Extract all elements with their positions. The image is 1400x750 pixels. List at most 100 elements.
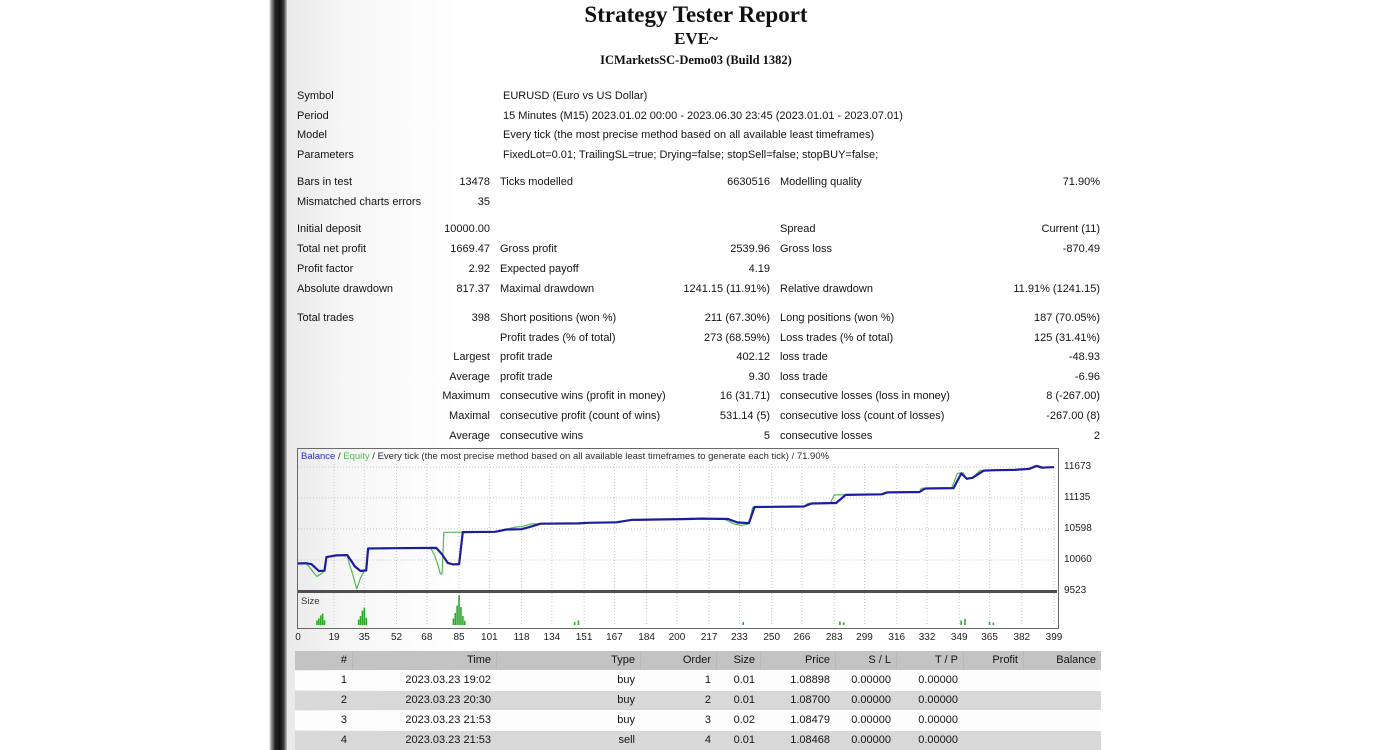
stats-row: Absolute drawdown 817.37 Maximal drawdown 1… (290, 282, 1115, 297)
info-label: Period (297, 110, 329, 122)
table-cell: buy (617, 714, 635, 726)
table-header-cell: Price (760, 651, 835, 670)
stat-value: 35 (477, 196, 490, 208)
stat-label: Long positions (won %) (780, 312, 895, 324)
table-cell (1023, 711, 1101, 730)
stat-value: 71.90% (1062, 176, 1100, 188)
x-axis-tick-label: 349 (950, 632, 968, 643)
table-cell: 1 (704, 674, 711, 686)
stats-row: Total trades 398 Short positions (won %) 21… (290, 311, 1115, 326)
x-axis-tick-label: 85 (453, 632, 465, 643)
info-label: Parameters (297, 149, 354, 161)
table-cell: 1.08468 (790, 734, 830, 746)
table-cell: 2 (340, 694, 347, 706)
size-bar (361, 610, 364, 625)
stat-value: 817.37 (456, 283, 490, 295)
y-axis-tick-label: 11135 (1064, 492, 1091, 504)
legend-description: / Every tick (the most precise method ba… (370, 451, 830, 462)
stat-value: 1669.47 (450, 243, 490, 255)
stat-label: Expected payoff (500, 263, 579, 275)
x-axis-tick-label: 365 (981, 632, 998, 643)
stats-row: Total net profit 1669.47 Gross profit 2539.… (290, 242, 1115, 257)
chart-frame-group (297, 448, 1059, 629)
table-cell: 2023.03.23 19:02 (405, 674, 491, 686)
table-cell (1023, 671, 1101, 690)
size-bar (458, 595, 460, 625)
stat-value: -6.96 (1074, 371, 1100, 383)
table-header-cell: Size (716, 651, 760, 670)
stats-row: Profit trades (% of total) 273 (68.59%) Lo… (290, 331, 1115, 346)
size-bar (456, 605, 458, 625)
stat-label: loss trade (780, 371, 828, 383)
table-cell: 1 (340, 674, 347, 686)
info-row: Symbol EURUSD (Euro vs US Dollar) (290, 89, 1115, 104)
stats-row: Maximum consecutive wins (profit in money… (290, 389, 1115, 404)
table-cell: sell (618, 734, 635, 746)
table-cell (963, 731, 1023, 750)
x-axis-tick-label: 266 (793, 632, 811, 643)
size-panel-label: Size (301, 596, 319, 607)
table-cell (963, 711, 1023, 730)
stat-label: Ticks modelled (500, 176, 573, 188)
size-bar (573, 622, 576, 625)
y-axis-tick-label: 10598 (1064, 523, 1092, 534)
balance-line (297, 464, 1055, 573)
x-axis-tick-label: 399 (1045, 632, 1063, 643)
stat-value: Current (11) (1041, 223, 1100, 235)
table-cell: buy (617, 674, 635, 686)
stat-label: consecutive wins (500, 430, 584, 442)
x-axis-tick-label: 283 (825, 632, 843, 643)
stats-row: Profit factor 2.92 Expected payoff 4.19 (290, 262, 1115, 277)
x-axis-tick-label: 217 (700, 632, 718, 643)
stat-label: Bars in test (297, 176, 353, 188)
stat-value: 5 (763, 430, 770, 442)
size-bar (842, 622, 845, 625)
stat-label: loss trade (780, 351, 828, 363)
equity-line (298, 465, 1055, 590)
table-cell: 1.08898 (790, 674, 830, 686)
y-axis-tick-label: 9523 (1064, 585, 1087, 596)
x-axis-tick-label: 118 (513, 632, 530, 643)
stat-value: 6630516 (727, 176, 770, 188)
info-row: Model Every tick (the most precise method… (290, 128, 1115, 143)
info-value: FixedLot=0.01; TrailingSL=true; Drying=f… (503, 149, 879, 161)
stat-prefix: Largest (453, 351, 490, 363)
stat-label: consecutive wins (profit in money) (500, 390, 666, 402)
size-bar (452, 618, 455, 625)
stat-value: 16 (31.71) (719, 390, 770, 402)
info-value: Every tick (the most precise method base… (503, 129, 875, 141)
size-bar (964, 619, 966, 625)
size-bar (365, 617, 368, 625)
size-bars-group (316, 595, 995, 625)
server-build: ICMarketsSC-Demo03 (Build 1382) (600, 53, 792, 67)
table-cell: 4 (704, 734, 711, 746)
stat-label: Mismatched charts errors (297, 196, 422, 208)
stats-row: Largest profit trade 402.12 loss trade -48.9… (290, 350, 1115, 365)
table-header-cell: Type (496, 651, 640, 670)
y-axis-tick-label: 10060 (1064, 554, 1092, 566)
table-cell: 2023.03.23 21:53 (405, 714, 491, 726)
size-bar (577, 620, 580, 625)
expert-name: EVE~ (674, 29, 718, 48)
size-bar (462, 616, 464, 625)
table-cell: 1.08479 (790, 714, 830, 726)
stat-value: 8 (-267.00) (1046, 390, 1100, 402)
size-bar (463, 620, 466, 625)
stat-label: Total net profit (297, 243, 367, 255)
stat-value: 398 (471, 312, 490, 324)
report-header: Strategy Tester Report EVE~ ICMarketsSC-… (290, 2, 1102, 67)
stat-prefix: Average (449, 430, 490, 442)
table-header-cell: T / P (896, 651, 963, 670)
table-cell (963, 671, 1023, 690)
x-axis-tick-label: 101 (481, 632, 498, 643)
chart-gridlines (298, 464, 1057, 625)
table-cell: 0.00000 (918, 674, 958, 686)
stat-label: Spread (780, 223, 816, 235)
report-title: Strategy Tester Report (584, 2, 808, 27)
stat-label: Profit trades (% of total) (500, 332, 616, 344)
table-row: 1 2023.03.23 19:02 buy 1 0.01 1.08898 0.00000 0… (295, 671, 1101, 690)
x-axis-tick-label: 184 (638, 632, 655, 643)
stat-value: 13478 (459, 176, 490, 188)
